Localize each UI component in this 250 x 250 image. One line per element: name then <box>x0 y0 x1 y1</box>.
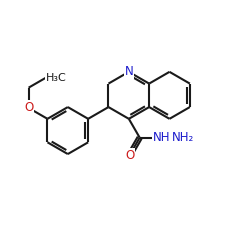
Text: NH₂: NH₂ <box>172 131 194 144</box>
Text: H₃C: H₃C <box>46 72 67 83</box>
Text: O: O <box>125 149 134 162</box>
Text: O: O <box>24 102 33 114</box>
Text: N: N <box>124 65 133 78</box>
Text: NH: NH <box>153 131 170 144</box>
